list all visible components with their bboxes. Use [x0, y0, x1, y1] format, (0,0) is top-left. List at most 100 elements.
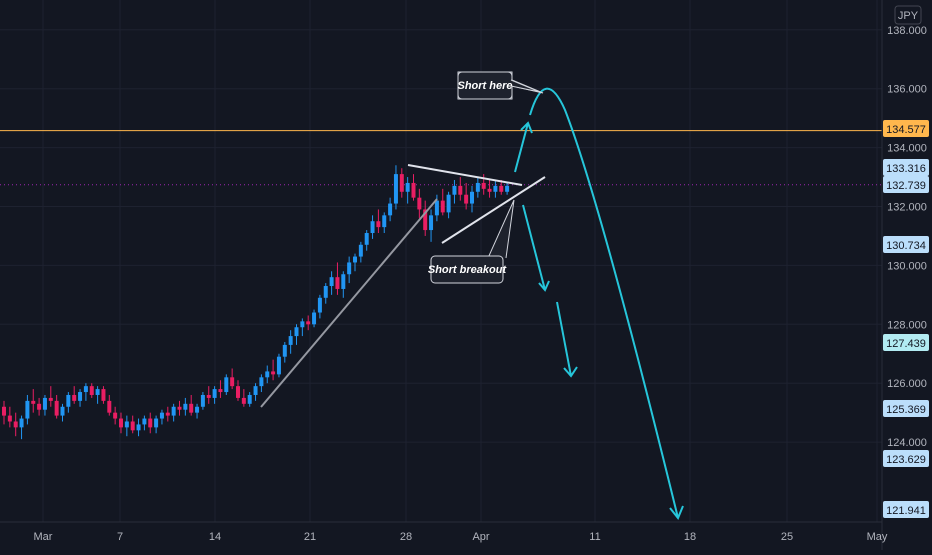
y-tick-label: 138.000	[887, 25, 927, 37]
candle-body	[42, 397, 47, 410]
y-tick-label: 136.000	[887, 84, 927, 96]
candle-body	[399, 174, 404, 192]
candle-body	[54, 400, 59, 416]
triangle-upper-line	[407, 164, 523, 186]
candle-body	[13, 421, 18, 428]
candle-body	[388, 203, 393, 216]
candle-body	[7, 415, 12, 422]
candle-body	[452, 185, 457, 195]
candle-body	[464, 194, 469, 204]
y-tick-label: 130.000	[887, 260, 927, 272]
short-here-callout[interactable]: Short here	[457, 71, 544, 100]
candle-body	[247, 394, 252, 404]
candle-body	[341, 274, 346, 289]
x-tick-label: Apr	[472, 531, 489, 543]
x-tick-label: 7	[117, 531, 123, 543]
price-tag: 125.369	[883, 400, 929, 417]
candle-body	[312, 312, 317, 325]
candle-body	[335, 277, 340, 289]
candle-body	[353, 256, 357, 263]
price-tag-bg	[883, 501, 929, 518]
candle-body	[271, 371, 276, 375]
candle-body	[48, 397, 53, 401]
currency-button[interactable]: JPY	[894, 5, 922, 25]
price-tag-bg	[883, 176, 929, 193]
horizontal-levels	[0, 130, 882, 186]
candle-body	[78, 392, 83, 401]
y-tick-label: 132.000	[887, 202, 927, 214]
price-tag: 133.316	[883, 159, 929, 176]
candle-body	[212, 389, 217, 398]
candle-body	[154, 418, 159, 428]
candle-body	[230, 377, 235, 387]
short-here-label: Short here	[457, 80, 512, 92]
candle-body	[200, 394, 205, 407]
candle-body	[382, 215, 387, 228]
candle-body	[113, 412, 118, 419]
candle-body	[282, 344, 287, 357]
candle-body	[83, 386, 88, 393]
candle-body	[370, 221, 375, 234]
candle-body	[376, 221, 381, 228]
price-tag-label: 125.369	[886, 404, 926, 416]
x-tick-label: 25	[781, 531, 793, 543]
x-tick-label: May	[867, 531, 888, 543]
price-tag-bg	[883, 236, 929, 253]
price-tag-bg	[883, 120, 929, 137]
candle-body	[499, 185, 504, 192]
candle-body	[189, 403, 194, 413]
candle-body	[101, 389, 106, 401]
breakdown-arrow-1	[522, 204, 546, 291]
breakdown-arrowhead-2	[563, 366, 578, 378]
price-tag-label: 127.439	[886, 338, 926, 350]
candle-body	[124, 421, 129, 428]
x-tick-label: 28	[400, 531, 412, 543]
candle-body	[505, 185, 510, 192]
candle-body	[2, 406, 6, 416]
candle-body	[364, 233, 369, 245]
candle-body	[317, 297, 322, 313]
price-tag: 121.941	[883, 501, 929, 518]
candle-body	[206, 394, 211, 398]
triangle-lower-line	[441, 176, 546, 244]
candle-body	[183, 403, 188, 410]
candle-body	[171, 406, 176, 416]
x-tick-label: Mar	[34, 531, 53, 543]
candle-body	[429, 215, 434, 231]
price-tag-label: 132.739	[886, 180, 926, 192]
candle-body	[393, 174, 398, 204]
candle-body	[148, 418, 153, 428]
candle-body	[475, 182, 480, 192]
candle-body	[481, 182, 486, 189]
candle-body	[405, 182, 410, 192]
candle-body	[31, 400, 36, 404]
candle-body	[446, 194, 451, 213]
candle-body	[218, 389, 223, 393]
breakdown-arrow-2	[556, 301, 572, 377]
candle-body	[440, 200, 445, 213]
candle-body	[95, 389, 100, 395]
candle-body	[130, 421, 135, 431]
candle-body	[417, 197, 422, 210]
price-tag-bg	[883, 400, 929, 417]
candle-body	[37, 403, 42, 410]
price-tag-label: 130.734	[886, 240, 926, 252]
short-breakout-callout[interactable]: Short breakout	[428, 199, 515, 284]
candle-body	[423, 209, 428, 231]
price-tag-label: 134.577	[886, 124, 926, 136]
candle-body	[358, 244, 363, 257]
y-tick-label: 126.000	[887, 378, 927, 390]
price-tag: 134.577	[883, 120, 929, 137]
short-breakout-label: Short breakout	[428, 264, 508, 276]
candle-body	[236, 386, 240, 398]
candle-body	[142, 418, 147, 425]
breakout-up-arrow	[514, 122, 529, 173]
candle-body	[119, 418, 123, 428]
candle-body	[306, 321, 311, 325]
x-tick-label: 11	[589, 531, 600, 543]
candle-body	[241, 397, 246, 404]
candle-body	[294, 327, 299, 337]
candle-body	[487, 188, 492, 192]
